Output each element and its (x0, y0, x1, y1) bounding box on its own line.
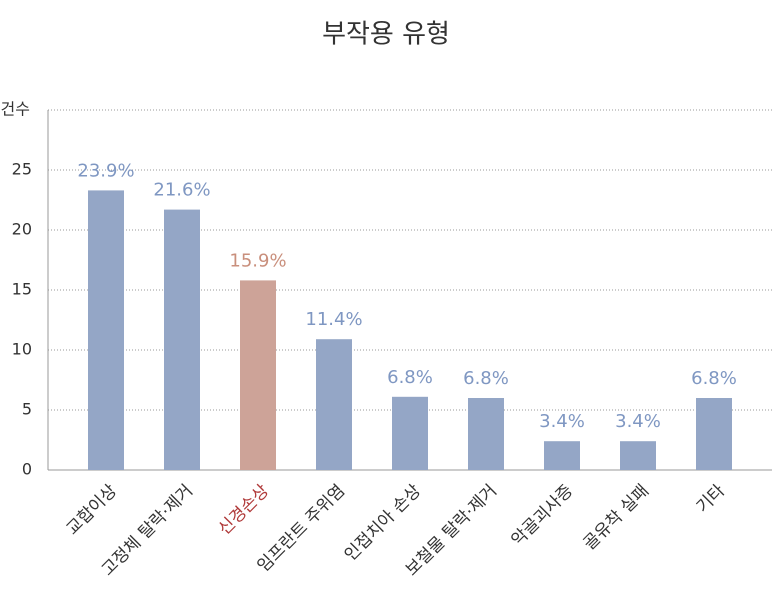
y-tick-label: 0 (22, 460, 32, 479)
percent-label: 6.8% (387, 367, 433, 388)
bar (696, 398, 732, 470)
y-tick-label: 10 (12, 340, 32, 359)
x-tick-label: 기타 (693, 481, 730, 518)
percent-label: 3.4% (615, 411, 661, 432)
y-tick-label: 20 (12, 220, 32, 239)
bar (88, 190, 124, 470)
percent-label: 11.4% (305, 309, 362, 330)
bar (164, 209, 200, 470)
bar (240, 280, 276, 470)
bar (316, 339, 352, 470)
x-tick-label: 골유착 실패 (580, 481, 653, 554)
x-tick-label: 인접치아 손상 (341, 481, 426, 566)
x-tick-label: 악골괴사증 (508, 481, 577, 550)
x-tick-label: 신경손상 (215, 481, 274, 540)
percent-label: 6.8% (691, 368, 737, 389)
percent-label: 21.6% (153, 180, 210, 201)
x-tick-label: 교합이상 (63, 481, 122, 540)
y-tick-label: 5 (22, 400, 32, 419)
percent-label: 3.4% (539, 411, 585, 432)
percent-label: 23.9% (77, 160, 134, 181)
bar (544, 441, 580, 470)
y-tick-label: 25 (12, 160, 32, 179)
percent-label: 6.8% (463, 368, 509, 389)
bar (392, 396, 428, 470)
y-tick-label: 15 (12, 280, 32, 299)
y-tick-label: 건수 (1, 100, 30, 119)
percent-label: 15.9% (229, 250, 286, 271)
bar (468, 398, 504, 470)
bar (620, 441, 656, 470)
chart-title: 부작용 유형 (322, 20, 450, 50)
